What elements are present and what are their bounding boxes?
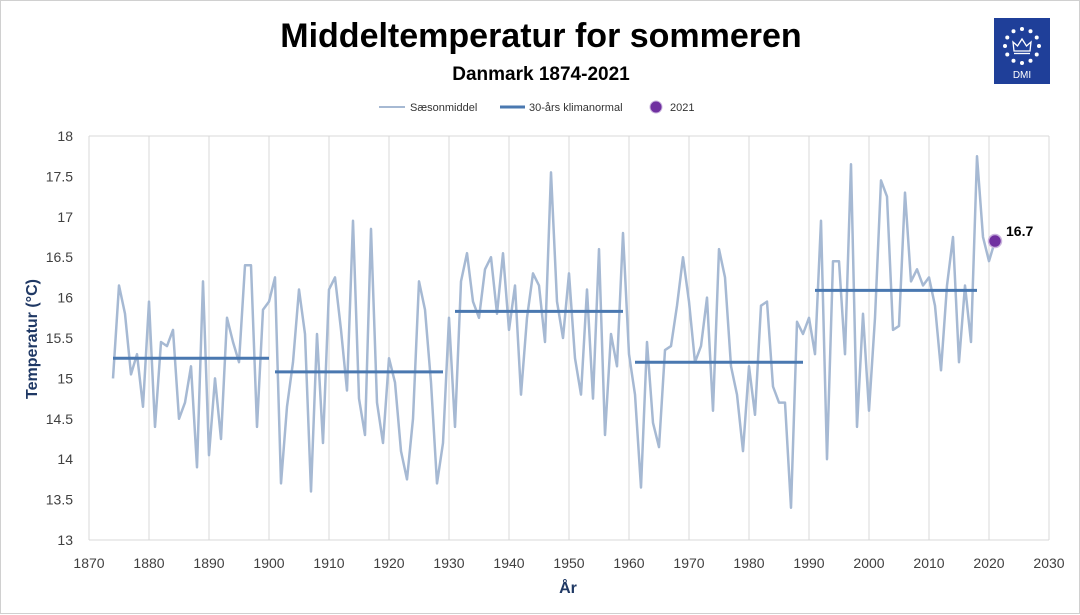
x-tick-label: 1870 — [73, 555, 104, 571]
logo-star-dot-0 — [1037, 44, 1041, 48]
x-tick-label: 1910 — [313, 555, 344, 571]
y-tick-label: 13 — [57, 532, 73, 548]
series-saesonmiddel — [111, 154, 997, 509]
y-tick-label: 17 — [57, 209, 73, 225]
x-tick-label: 1900 — [253, 555, 284, 571]
x-tick-label: 1920 — [373, 555, 404, 571]
logo-star-dot-8 — [1011, 29, 1016, 34]
x-tick-label: 1970 — [673, 555, 704, 571]
x-tick-label: 1980 — [733, 555, 764, 571]
y-tick-label: 16 — [57, 290, 73, 306]
y-tick-label: 13.5 — [46, 492, 73, 508]
y-tick-label: 14.5 — [46, 411, 73, 427]
logo-star-dot-6 — [1003, 44, 1007, 48]
logo-star-dot-10 — [1028, 29, 1033, 34]
logo-star-dot-7 — [1005, 35, 1010, 40]
dmi-logo-star-ring — [1003, 27, 1041, 65]
x-tick-label: 1880 — [133, 555, 164, 571]
y-tick-label: 15.5 — [46, 330, 73, 346]
series-klimanormal — [113, 288, 977, 374]
x-axis-label: År — [559, 578, 577, 597]
y-tick-label: 18 — [57, 128, 73, 144]
series-2021: 16.7 — [987, 223, 1033, 249]
x-tick-label: 1950 — [553, 555, 584, 571]
logo-star-dot-3 — [1020, 61, 1024, 65]
dmi-logo-text: DMI — [1013, 70, 1031, 81]
legend: Sæsonmiddel 30-års klimanormal 2021 — [379, 100, 694, 114]
x-tick-label: 2000 — [853, 555, 884, 571]
x-tick-label: 2020 — [973, 555, 1004, 571]
x-tick-label: 2030 — [1033, 555, 1064, 571]
x-tick-label: 1930 — [433, 555, 464, 571]
crown-icon — [1012, 37, 1032, 55]
legend-label: Sæsonmiddel — [410, 102, 477, 114]
logo-star-dot-11 — [1034, 35, 1039, 40]
logo-star-dot-2 — [1028, 58, 1033, 63]
chart-title: Middeltemperatur for sommeren — [280, 17, 801, 55]
dmi-logo: DMI — [994, 18, 1050, 84]
y-tick-label: 14 — [57, 451, 73, 467]
logo-star-dot-4 — [1011, 58, 1016, 63]
saesonmiddel-line — [111, 154, 997, 509]
x-tick-label: 1890 — [193, 555, 224, 571]
x-tick-label: 1940 — [493, 555, 524, 571]
y-tick-labels: 13 13.5 14 14.5 15 15.5 16 16.5 17 17.5 18 — [46, 128, 73, 548]
y-tick-label: 15 — [57, 370, 73, 386]
y-tick-label: 17.5 — [46, 168, 73, 184]
point-2021-marker — [987, 233, 1003, 249]
x-tick-labels: 1870 1880 1890 1900 1910 1920 1930 1940 1950 1960… — [73, 555, 1064, 571]
logo-star-dot-1 — [1034, 52, 1039, 57]
legend-label: 30-års klimanormal — [529, 102, 623, 114]
gridlines — [88, 135, 1050, 541]
x-tick-label: 1990 — [793, 555, 824, 571]
x-tick-label: 1960 — [613, 555, 644, 571]
y-tick-label: 16.5 — [46, 249, 73, 265]
y-axis-label: Temperatur (°C) — [24, 279, 41, 399]
x-tick-label: 2010 — [913, 555, 944, 571]
legend-swatch-2021 — [649, 100, 663, 114]
logo-star-dot-5 — [1005, 52, 1010, 57]
legend-label: 2021 — [670, 102, 694, 114]
logo-star-dot-9 — [1020, 27, 1024, 31]
chart-subtitle: Danmark 1874-2021 — [452, 64, 630, 85]
value-label-2021: 16.7 — [1006, 223, 1033, 239]
